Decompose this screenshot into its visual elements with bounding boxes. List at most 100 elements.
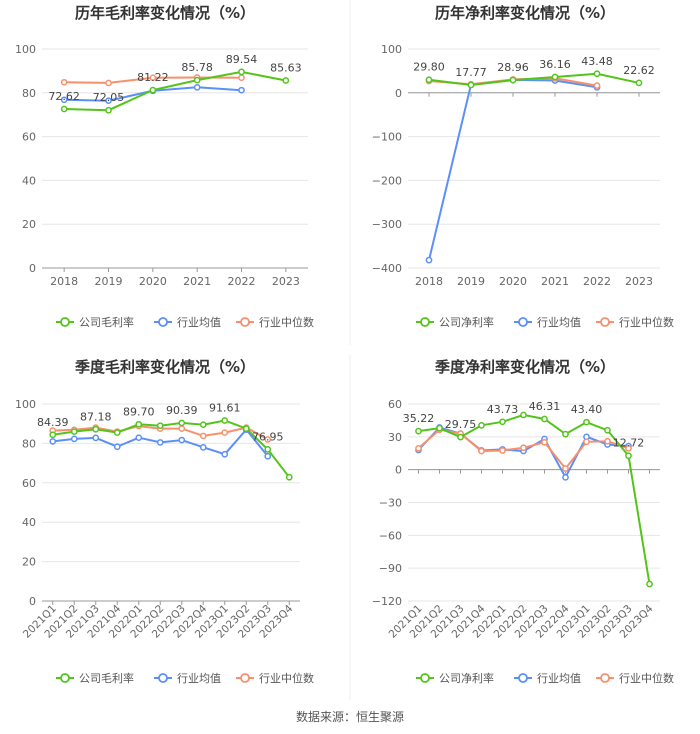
y-tick-label: −120: [372, 595, 402, 608]
data-point: [583, 418, 590, 426]
data-point: [264, 436, 272, 443]
data-label: 91.61: [209, 402, 241, 415]
data-point: [60, 78, 68, 86]
data-point: [49, 438, 57, 445]
data-point: [625, 444, 632, 452]
legend-label: 公司净利率: [439, 671, 494, 685]
y-tick-label: 30: [388, 431, 402, 444]
x-tick-label: 2019: [95, 275, 123, 288]
data-label: 43.40: [571, 403, 603, 416]
data-label: 43.73: [487, 403, 519, 416]
legend-swatch-marker: [158, 317, 168, 327]
data-point: [499, 447, 506, 454]
data-label: 85.78: [181, 61, 213, 74]
data-label: 29.75: [445, 418, 477, 431]
chart-title: 季度毛利率变化情况（%）: [75, 358, 255, 376]
data-point: [105, 97, 112, 105]
data-point: [199, 443, 207, 451]
data-point: [425, 256, 433, 264]
data-point: [193, 83, 201, 91]
series-line: [64, 70, 286, 112]
y-tick-label: 100: [15, 398, 36, 411]
data-point: [149, 86, 157, 94]
data-label: 89.70: [123, 405, 155, 418]
data-point: [457, 433, 464, 441]
y-tick-label: 0: [29, 595, 36, 608]
data-label: 84.39: [37, 416, 69, 429]
data-point: [60, 96, 68, 104]
y-tick-label: 80: [22, 87, 36, 100]
y-tick-label: 100: [381, 43, 402, 56]
y-tick-label: 0: [395, 87, 402, 100]
data-point: [415, 444, 422, 452]
data-point: [113, 429, 121, 436]
x-tick-label: 2021: [541, 275, 569, 288]
legend-label: 行业均值: [177, 316, 221, 329]
data-point: [604, 426, 611, 434]
legend-swatch-marker: [158, 673, 168, 683]
data-point: [562, 430, 569, 438]
y-tick-label: −200: [372, 174, 402, 187]
chart-title: 历年净利率变化情况（%）: [435, 4, 615, 22]
data-point: [541, 438, 548, 446]
data-point: [178, 436, 186, 444]
data-label: 46.31: [529, 400, 561, 413]
data-point: [425, 76, 433, 84]
y-tick-label: −30: [379, 497, 402, 510]
legend-label: 行业均值: [177, 672, 221, 685]
data-point: [221, 429, 229, 436]
legend-label: 公司毛利率: [79, 671, 134, 685]
data-label: 72.05: [93, 91, 125, 104]
legend-swatch-marker: [600, 317, 610, 327]
data-point: [242, 425, 250, 432]
y-tick-label: 60: [388, 398, 402, 411]
y-tick-label: 40: [22, 174, 36, 187]
data-point: [199, 421, 207, 429]
data-point: [282, 77, 290, 84]
data-point: [646, 580, 653, 588]
data-point: [92, 425, 100, 433]
data-point: [70, 435, 78, 443]
data-point: [593, 82, 601, 89]
data-point: [156, 422, 164, 430]
x-tick-label: 2022: [228, 275, 256, 288]
x-tick-label: 2023: [272, 275, 300, 288]
data-point: [193, 76, 201, 84]
data-label: 36.16: [539, 58, 571, 71]
data-label: 35.22: [403, 412, 435, 425]
data-point: [135, 434, 143, 442]
x-tick-label: 2018: [50, 275, 78, 288]
x-tick-label: 2019: [457, 275, 485, 288]
data-point: [499, 418, 506, 426]
series-line: [52, 419, 291, 478]
data-label: 72.62: [48, 90, 80, 103]
data-label: 22.62: [623, 64, 655, 77]
data-point: [221, 450, 229, 458]
y-tick-label: 0: [29, 262, 36, 275]
y-tick-label: 20: [22, 218, 36, 231]
data-point: [49, 431, 57, 439]
data-label: 81.22: [137, 71, 169, 84]
data-label: 43.48: [581, 55, 613, 68]
data-point: [178, 425, 186, 432]
x-tick-label: 2023: [625, 275, 653, 288]
y-tick-label: 40: [22, 516, 36, 529]
data-label: 89.54: [226, 53, 258, 66]
data-point: [520, 444, 527, 452]
data-point: [436, 424, 443, 432]
data-point: [156, 439, 164, 446]
x-tick-label: 2022: [583, 275, 611, 288]
data-point: [285, 473, 293, 481]
legend-swatch-marker: [60, 673, 70, 683]
data-point: [105, 79, 112, 87]
data-point: [264, 452, 272, 460]
legend-label: 行业中位数: [619, 315, 674, 329]
legend-swatch-marker: [240, 673, 250, 683]
data-point: [604, 437, 611, 445]
data-point: [264, 446, 272, 453]
y-tick-label: −90: [379, 562, 402, 575]
legend-label: 行业中位数: [259, 315, 314, 329]
data-point: [541, 415, 548, 423]
legend-swatch-marker: [420, 673, 430, 683]
